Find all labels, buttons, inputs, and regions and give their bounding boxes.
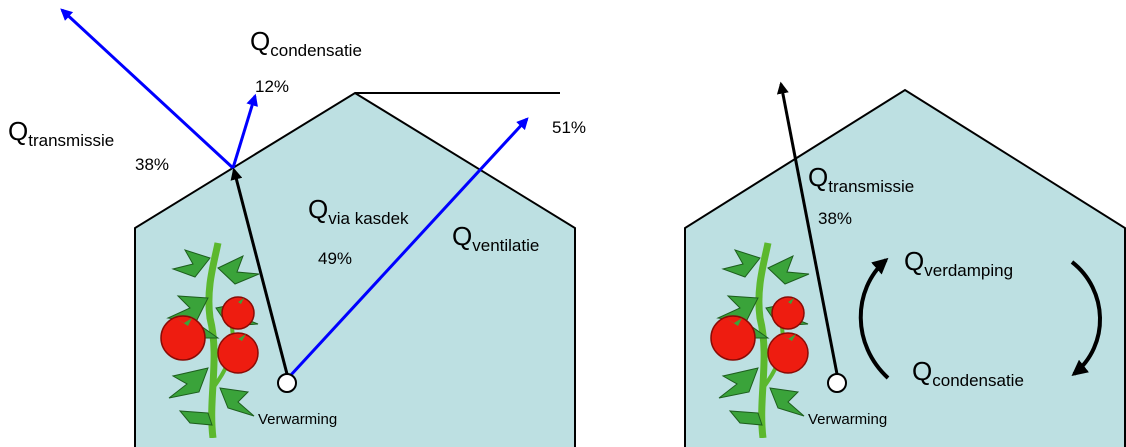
arrow xyxy=(231,93,258,169)
label: Qvia kasdek xyxy=(308,194,409,228)
arrow xyxy=(288,117,529,378)
share: 49% xyxy=(318,249,352,268)
cycle-arrow xyxy=(858,257,890,380)
share: 51% xyxy=(552,118,586,137)
cycle-arrow xyxy=(1070,260,1102,377)
heater-label: Verwarming xyxy=(258,411,337,428)
heater xyxy=(827,373,847,393)
heater-label: Verwarming xyxy=(808,411,887,428)
arrow xyxy=(230,167,289,375)
share: 12% xyxy=(255,77,289,96)
share: 38% xyxy=(135,155,169,174)
label: Qventilatie xyxy=(452,221,539,255)
label: Qverdamping xyxy=(904,246,1013,280)
label: Qcondensatie xyxy=(912,356,1024,390)
share: 38% xyxy=(818,209,852,228)
arrow xyxy=(776,81,839,375)
label: Qtransmissie xyxy=(8,116,114,150)
label: Qcondensatie xyxy=(250,26,362,60)
arrow xyxy=(60,8,235,170)
heater xyxy=(277,373,297,393)
label: Qtransmissie xyxy=(808,162,914,196)
